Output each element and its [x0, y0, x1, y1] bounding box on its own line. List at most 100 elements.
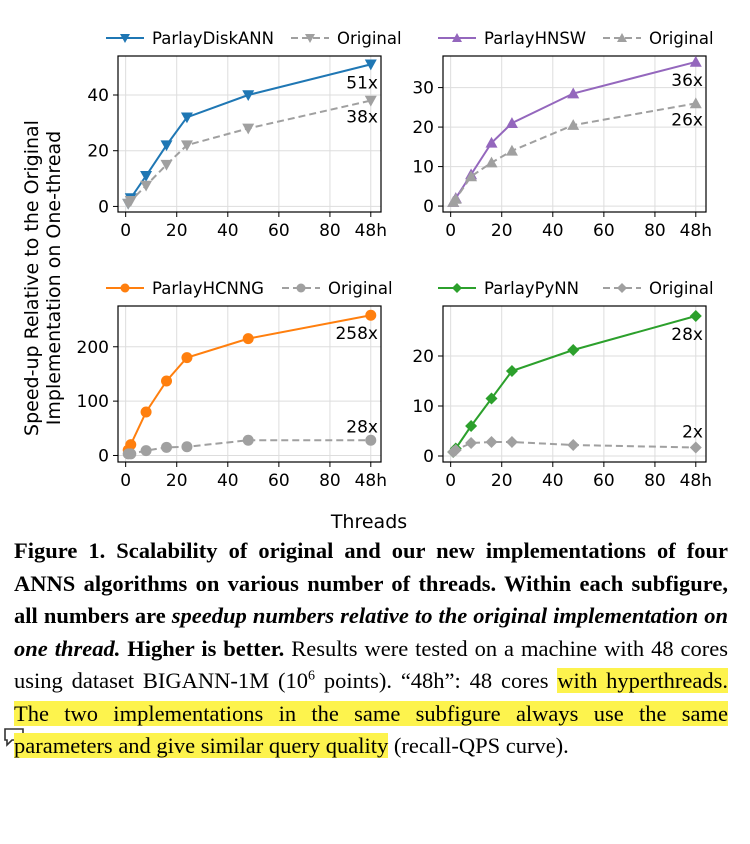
y-tick-label: 0 — [423, 447, 434, 467]
figure-chart-grid: 0 20 40 60 80 48h 0 20 40 51x 38x ParlayDiskANN Orig… — [21, 29, 714, 533]
data-point-parlayhnsw — [689, 55, 702, 67]
series-line-parlayhnsw — [452, 60, 697, 203]
data-point-original — [364, 95, 377, 107]
y-tick-label: 20 — [412, 118, 434, 138]
legend-marker — [452, 283, 462, 293]
caption-bold-text: Scalability of original and our new impl… — [14, 538, 728, 628]
y-tick-label: 40 — [87, 86, 109, 106]
series-line-parlaydiskann — [127, 63, 372, 205]
shared-x-axis-label: Threads — [330, 511, 407, 533]
legend: ParlayHCNNG Original — [106, 279, 393, 298]
shared-y-axis-label-line2: Implementation on One-thread — [43, 131, 65, 425]
plot-frame — [117, 55, 382, 213]
data-point-parlayhnsw — [485, 136, 498, 148]
x-tick-label: 60 — [268, 471, 290, 491]
x-tick-label: 0 — [120, 471, 131, 491]
legend: ParlayPyNN Original — [438, 279, 714, 298]
y-tick-label: 0 — [98, 446, 109, 466]
legend-marker — [617, 33, 627, 42]
plot-frame — [442, 55, 707, 213]
data-point-original — [485, 156, 498, 168]
caption-plain-text-3: (recall-QPS curve). — [388, 733, 569, 758]
y-tick-label: 30 — [412, 79, 434, 99]
end-value-label: 38x — [346, 108, 378, 128]
y-tick-label: 200 — [77, 338, 109, 358]
data-point-parlaydiskann — [180, 112, 193, 124]
series-line-parlaypynn — [452, 315, 697, 453]
caption-italic-text: speedup numbers relative to the original… — [14, 603, 728, 661]
figure-caption: Figure 1. Scalability of original and ou… — [14, 535, 728, 763]
data-point-original — [449, 192, 462, 204]
legend-marker — [296, 283, 306, 293]
data-point-parlayhcnng — [140, 406, 152, 418]
data-point-original — [567, 439, 580, 451]
data-point-parlaydiskann — [140, 170, 153, 182]
caption-figure-label: Figure 1. — [14, 538, 106, 563]
end-value-label: 36x — [671, 71, 703, 91]
x-tick-label: 0 — [120, 221, 131, 241]
data-point-original — [124, 196, 137, 207]
data-point-parlayhcnng — [181, 352, 193, 364]
data-point-original — [140, 180, 153, 192]
data-point-parlayhnsw — [567, 87, 580, 99]
legend-label: Original — [337, 29, 402, 48]
data-point-original — [180, 140, 193, 152]
data-point-original — [465, 437, 478, 449]
x-tick-label: 60 — [268, 221, 290, 241]
data-point-original — [449, 444, 462, 456]
data-point-parlaypynn — [485, 392, 498, 405]
data-point-original — [242, 434, 254, 446]
y-tick-label: 0 — [98, 197, 109, 217]
y-tick-label: 0 — [423, 197, 434, 217]
legend-marker — [617, 283, 627, 293]
legend-marker — [120, 34, 130, 43]
legend-label: ParlayHCNNG — [152, 279, 264, 298]
data-point-parlayhcnng — [365, 309, 377, 321]
data-point-parlayhcnng — [125, 439, 137, 451]
legend: ParlayHNSW Original — [438, 29, 714, 48]
caption-superscript: 6 — [308, 668, 315, 684]
data-point-parlayhcnng — [242, 333, 254, 345]
end-value-label: 28x — [346, 417, 378, 437]
y-tick-label: 100 — [77, 392, 109, 412]
plot-frame — [442, 305, 707, 463]
legend-label: Original — [649, 279, 714, 298]
plot-frame — [117, 305, 382, 463]
data-point-parlayhnsw — [505, 117, 518, 128]
legend-marker — [452, 33, 462, 42]
data-point-original — [161, 441, 173, 453]
data-point-original — [689, 97, 702, 109]
y-tick-label: 10 — [412, 158, 434, 178]
x-tick-label: 60 — [593, 471, 615, 491]
x-tick-label: 0 — [445, 221, 456, 241]
data-point-parlaypynn — [505, 365, 518, 377]
x-tick-label: 60 — [593, 221, 615, 241]
legend-label: ParlayPyNN — [484, 279, 579, 298]
legend: ParlayDiskANN Original — [106, 29, 402, 48]
data-point-original — [160, 159, 173, 171]
x-tick-label: 48h — [355, 221, 387, 241]
caption-plain-text: Results were tested on a machine with 48… — [14, 635, 728, 694]
y-tick-label: 10 — [412, 397, 434, 417]
x-tick-label: 20 — [491, 221, 513, 241]
caption-bold-text-2: Higher is better. — [120, 635, 285, 661]
subplot-2: 0 20 40 60 80 48h 0 10 20 30 36x 26x ParlayHNSW Origi… — [412, 29, 713, 241]
data-point-original — [505, 144, 518, 156]
y-tick-label: 20 — [87, 142, 109, 162]
charts-svg: 0 20 40 60 80 48h 0 20 40 51x 38x ParlayDiskANN Orig… — [21, 29, 714, 533]
end-value-label: 258x — [335, 324, 378, 344]
x-tick-label: 40 — [217, 221, 239, 241]
x-tick-label: 40 — [542, 221, 564, 241]
x-tick-label: 80 — [644, 471, 666, 491]
end-value-label: 51x — [346, 73, 378, 93]
series-line-original — [452, 102, 696, 203]
data-point-parlaypynn — [465, 420, 478, 432]
x-tick-label: 80 — [644, 221, 666, 241]
data-point-parlaypynn — [689, 310, 702, 322]
caption-plain-text-2: points). “48h”: 48 cores — [315, 668, 558, 693]
shared-y-axis-label-line1: Speed-up Relative to the Original — [21, 120, 43, 436]
data-point-original — [505, 436, 518, 448]
end-value-label: 28x — [671, 325, 703, 345]
x-tick-label: 40 — [217, 471, 239, 491]
data-point-parlaypynn — [567, 344, 580, 356]
